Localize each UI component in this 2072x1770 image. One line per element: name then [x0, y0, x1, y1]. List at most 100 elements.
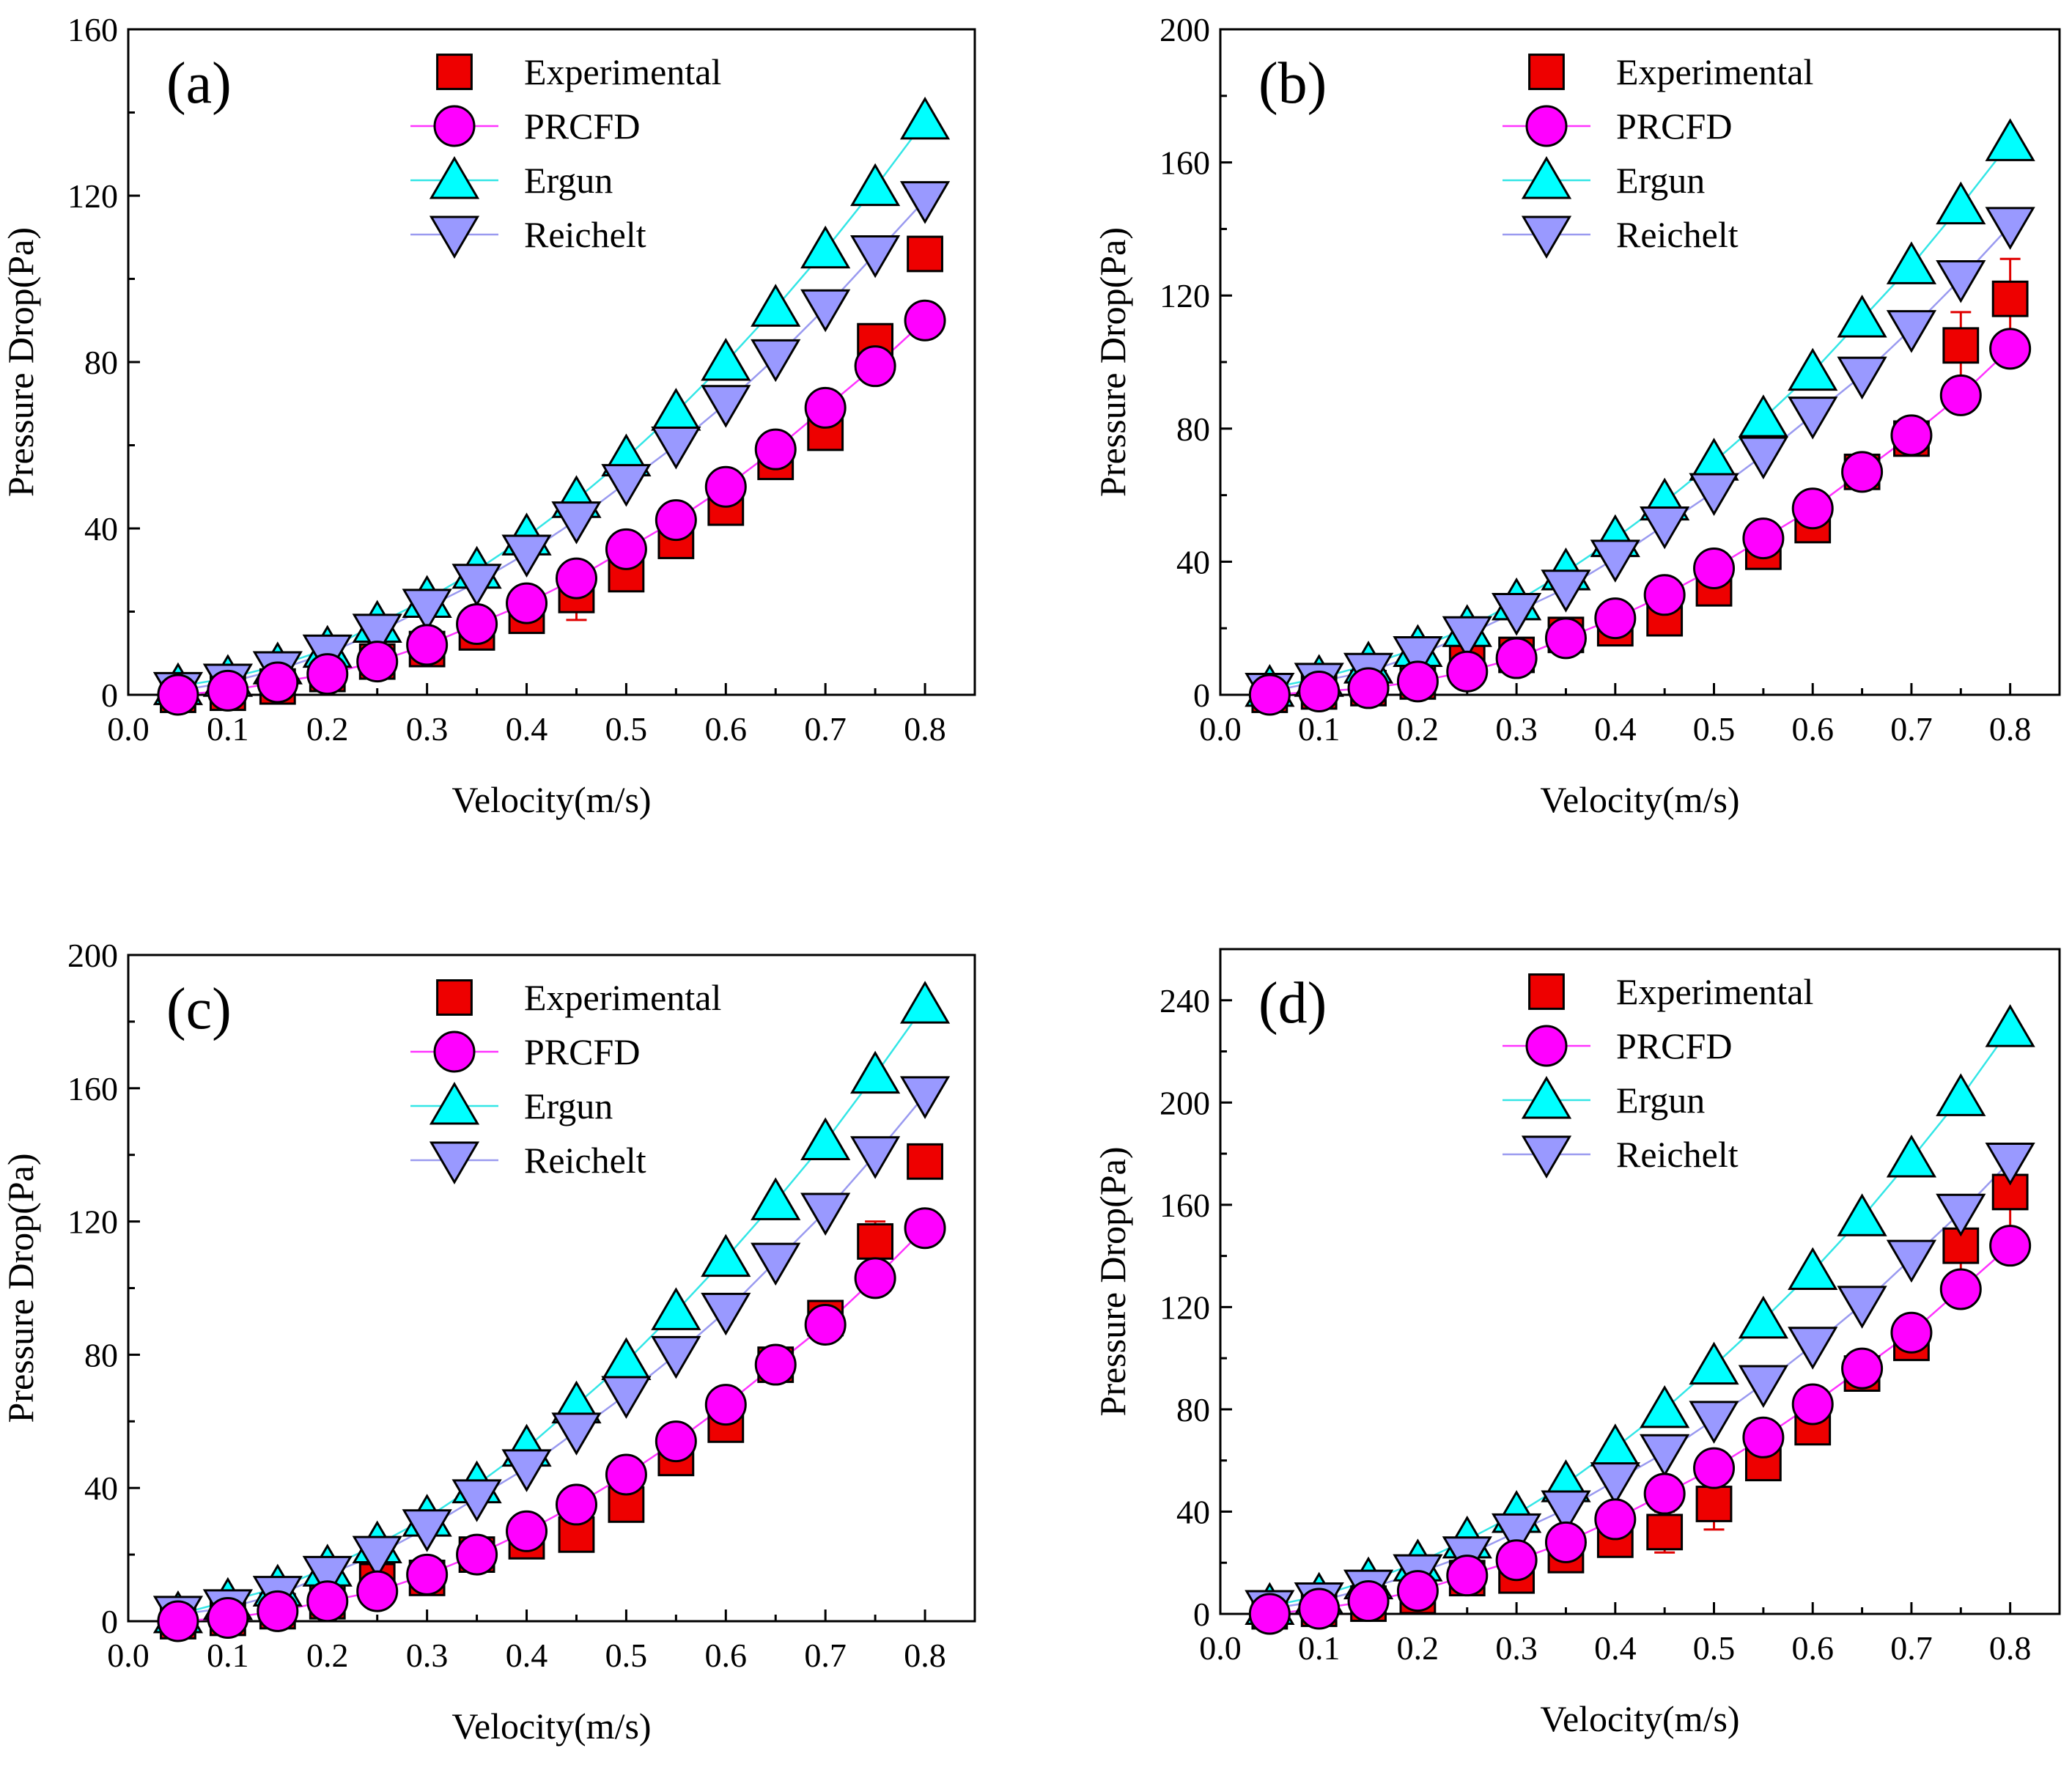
- marker-ergun: [800, 1117, 851, 1161]
- x-tick-label: 0.2: [1397, 1629, 1439, 1667]
- marker-prcfd: [1298, 1588, 1341, 1630]
- marker-ergun: [1936, 1073, 1986, 1116]
- marker-reichelt: [451, 564, 502, 607]
- x-tick-label: 0.4: [506, 1637, 548, 1674]
- x-tick-label: 0.7: [804, 1637, 847, 1674]
- x-tick-label: 0.0: [107, 1637, 150, 1674]
- marker-ergun: [1886, 1135, 1937, 1178]
- marker-prcfd: [207, 669, 249, 712]
- marker-reichelt: [601, 464, 652, 507]
- chart-panel-b: 0.0 0.1 0.2 0.3 0.4 0.5 0.6 0.7 0.8 0 40 80 120 160 20…: [1092, 11, 2061, 820]
- marker-prcfd: [1989, 328, 2032, 370]
- x-tick-label: 0.5: [1693, 1629, 1736, 1667]
- marker-reichelt: [1442, 616, 1492, 660]
- marker-reichelt: [501, 1449, 552, 1492]
- marker-reichelt: [1985, 207, 2035, 250]
- series-line-ergun: [1269, 1028, 2011, 1607]
- x-tick-label: 0.6: [705, 1637, 748, 1674]
- legend-label: Experimental: [524, 51, 721, 92]
- marker-prcfd: [1989, 1225, 2032, 1267]
- marker-ergun: [1837, 1193, 1887, 1236]
- marker-reichelt: [800, 1192, 851, 1236]
- legend-marker-experimental: [436, 979, 473, 1016]
- marker-prcfd: [306, 1580, 349, 1623]
- y-tick-label: 40: [1176, 1493, 1210, 1530]
- marker-prcfd: [1594, 1498, 1637, 1541]
- marker-reichelt: [402, 589, 452, 632]
- x-tick-label: 0.3: [1495, 1629, 1538, 1667]
- x-tick-label: 0.1: [207, 1637, 249, 1674]
- x-tick-label: 0.7: [804, 710, 847, 748]
- x-axis-label: Velocity(m/s): [451, 1706, 651, 1747]
- legend-marker-ergun: [1521, 156, 1572, 199]
- marker-prcfd: [1594, 597, 1637, 640]
- legend-label: Experimental: [1616, 51, 1813, 92]
- marker-reichelt: [551, 1412, 602, 1456]
- marker-reichelt: [1788, 397, 1838, 440]
- marker-reichelt: [1936, 260, 1986, 303]
- marker-reichelt: [1689, 1401, 1739, 1444]
- marker-prcfd: [1742, 517, 1785, 560]
- x-tick-label: 0.7: [1890, 1629, 1933, 1667]
- x-tick-label: 0.8: [1989, 1629, 2032, 1667]
- x-tick-label: 0.1: [207, 710, 249, 748]
- marker-prcfd: [1298, 670, 1341, 712]
- marker-reichelt: [800, 289, 851, 333]
- marker-ergun: [1738, 1295, 1788, 1339]
- legend-label: Experimental: [524, 977, 721, 1018]
- x-tick-label: 0.4: [1594, 1629, 1637, 1667]
- y-tick-label: 80: [84, 1336, 118, 1373]
- x-tick-label: 0.1: [1298, 710, 1341, 748]
- y-tick-label: 120: [1159, 1288, 1210, 1326]
- y-tick-label: 80: [84, 344, 118, 381]
- y-tick-label: 40: [84, 1470, 118, 1507]
- marker-prcfd: [456, 1533, 498, 1576]
- legend-marker-ergun: [1521, 1076, 1572, 1119]
- marker-ergun: [1837, 295, 1887, 338]
- marker-prcfd: [1841, 451, 1884, 493]
- marker-prcfd: [704, 1384, 747, 1426]
- marker-ergun: [1640, 1384, 1690, 1428]
- marker-prcfd: [406, 1553, 449, 1596]
- marker-ergun: [1590, 1423, 1640, 1467]
- legend-label: Reichelt: [524, 214, 646, 255]
- marker-experimental: [1695, 1486, 1733, 1522]
- x-axis-label: Velocity(m/s): [451, 779, 651, 820]
- series-line-ergun: [177, 120, 926, 687]
- legend-label: PRCFD: [1616, 106, 1732, 147]
- marker-prcfd: [854, 1257, 896, 1299]
- legend-marker-experimental: [1528, 54, 1565, 90]
- panel-label: (c): [166, 977, 232, 1041]
- legend-marker-prcfd: [1525, 105, 1568, 147]
- series-line-prcfd: [177, 1227, 926, 1623]
- panel-label: (d): [1258, 971, 1327, 1036]
- marker-reichelt: [352, 613, 402, 657]
- marker-reichelt: [1541, 1490, 1591, 1533]
- marker-ergun: [751, 1177, 801, 1220]
- marker-reichelt: [850, 235, 901, 279]
- marker-prcfd: [1446, 650, 1489, 693]
- marker-prcfd: [1396, 660, 1439, 703]
- series-line-reichelt: [177, 199, 926, 692]
- marker-prcfd: [506, 582, 548, 624]
- legend-marker-prcfd: [433, 1030, 476, 1073]
- marker-prcfd: [406, 624, 449, 666]
- marker-experimental: [1991, 280, 2029, 317]
- x-tick-label: 0.3: [406, 1637, 449, 1674]
- marker-prcfd: [804, 1303, 847, 1346]
- x-axis-label: Velocity(m/s): [1540, 779, 1739, 820]
- series-line-reichelt: [1269, 1160, 2011, 1610]
- marker-prcfd: [1347, 1580, 1390, 1623]
- legend-marker-prcfd: [1525, 1025, 1568, 1067]
- legend-marker-reichelt: [429, 215, 480, 259]
- marker-prcfd: [207, 1596, 249, 1639]
- marker-prcfd: [754, 1343, 797, 1386]
- marker-reichelt: [751, 1242, 801, 1286]
- legend-marker-reichelt: [1521, 1135, 1572, 1179]
- marker-prcfd: [1890, 414, 1933, 457]
- marker-prcfd: [1446, 1555, 1489, 1597]
- marker-experimental: [1942, 327, 1980, 364]
- marker-reichelt: [302, 1555, 353, 1599]
- y-tick-label: 160: [1159, 1187, 1210, 1224]
